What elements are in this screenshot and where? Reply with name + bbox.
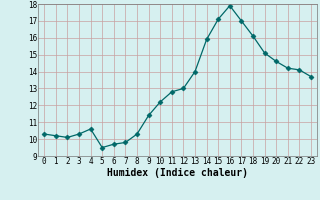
X-axis label: Humidex (Indice chaleur): Humidex (Indice chaleur) (107, 168, 248, 178)
